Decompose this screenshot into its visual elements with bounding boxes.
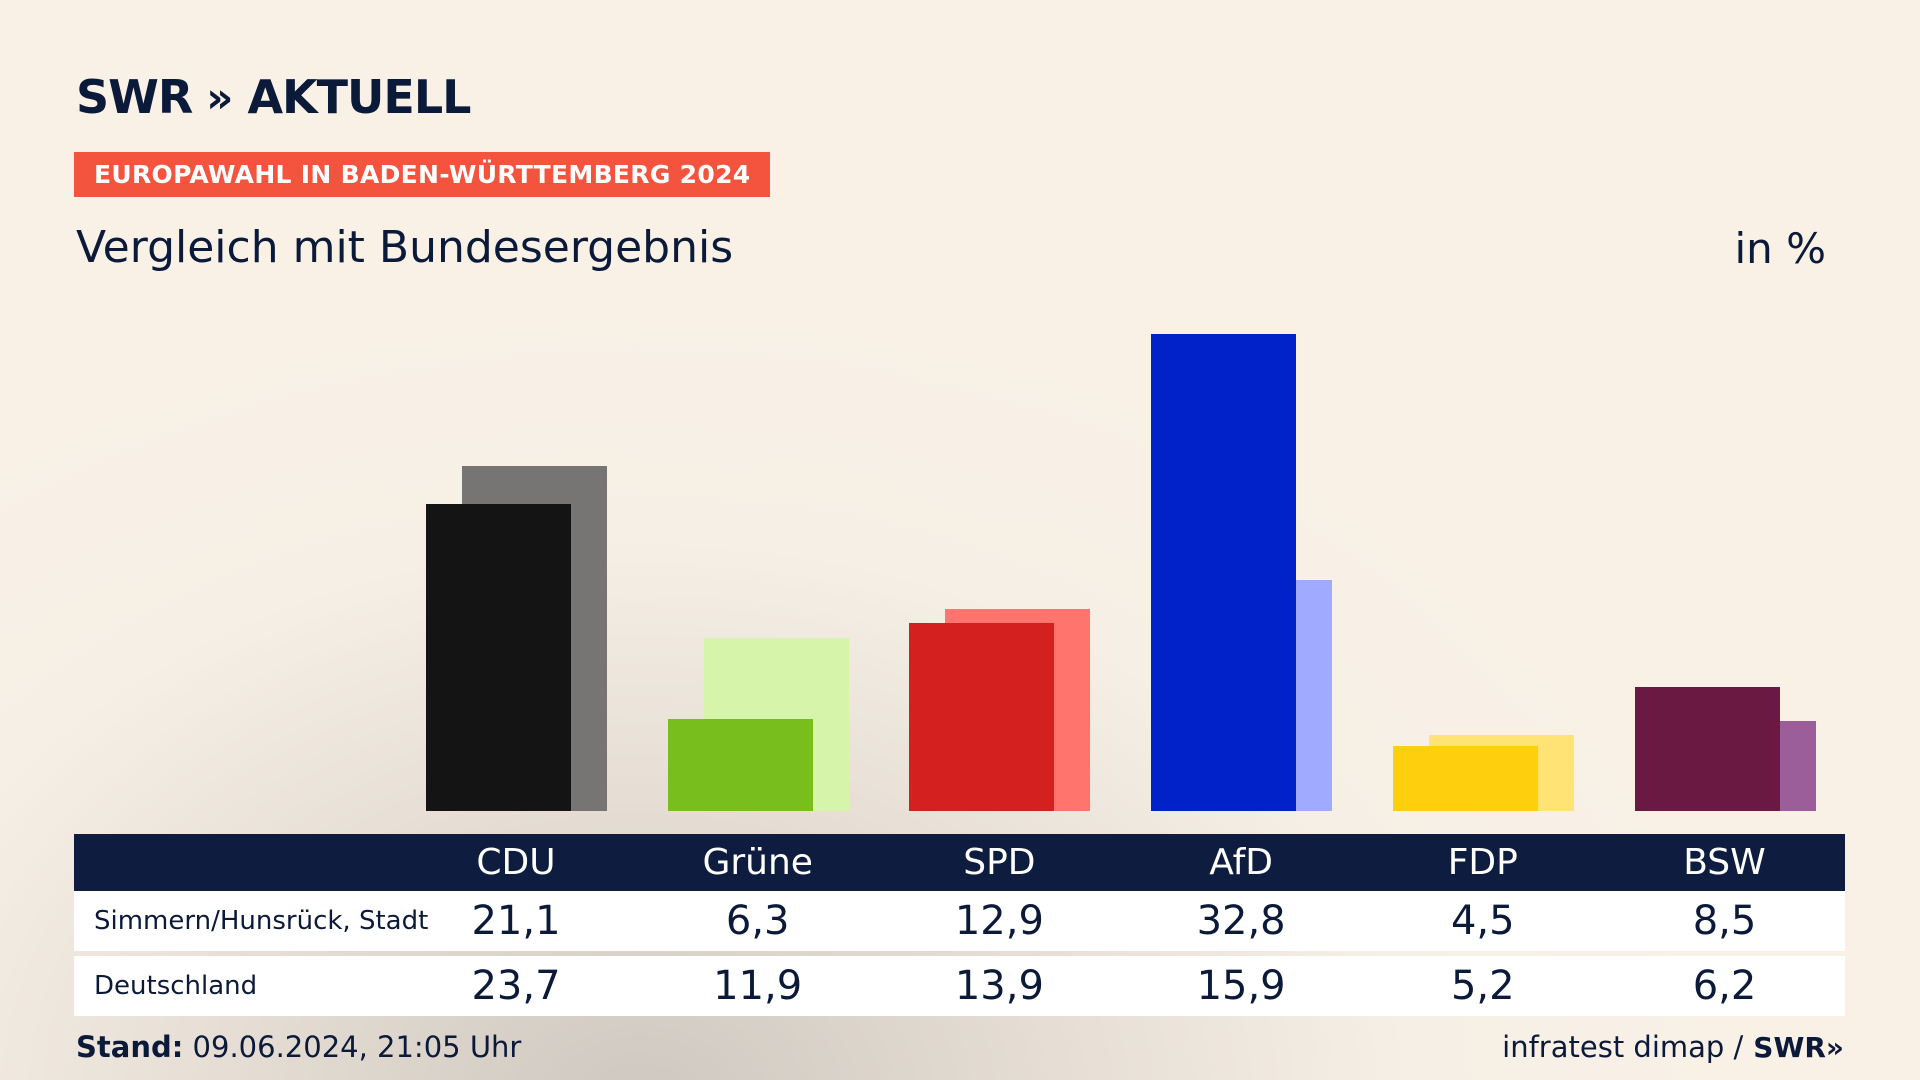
value-deutschland-cdu: 23,7 xyxy=(471,963,561,1009)
stand-label: Stand: xyxy=(76,1030,184,1064)
value-deutschland-bsw: 6,2 xyxy=(1692,963,1757,1009)
value-simmern-grüne: 6,3 xyxy=(725,898,790,944)
value-simmern-fdp: 4,5 xyxy=(1450,898,1515,944)
source-credit: infratest dimap / SWR» xyxy=(1502,1030,1844,1064)
timestamp: Stand: 09.06.2024, 21:05 Uhr xyxy=(76,1030,521,1064)
party-header-fdp: FDP xyxy=(1447,842,1518,883)
bar-simmern-grüne xyxy=(667,719,813,811)
bar-simmern-afd xyxy=(1151,333,1297,811)
value-deutschland-afd: 15,9 xyxy=(1196,963,1286,1009)
election-badge: EUROPAWAHL IN BADEN-WÜRTTEMBERG 2024 xyxy=(74,152,771,197)
table-header: CDU Grüne SPD AfD FDP BSW xyxy=(74,834,1845,891)
stand-value: 09.06.2024, 21:05 Uhr xyxy=(192,1030,522,1064)
swr-aktuell-logo: SWR» AKTUELL xyxy=(76,70,471,124)
source-text: infratest dimap / xyxy=(1502,1030,1744,1064)
bar-chart xyxy=(426,333,1816,811)
party-header-cdu: CDU xyxy=(476,842,556,883)
value-simmern-bsw: 8,5 xyxy=(1692,898,1757,944)
party-header-spd: SPD xyxy=(963,842,1036,883)
swr-mini-logo: SWR» xyxy=(1753,1030,1844,1064)
row-label-simmern: Simmern/Hunsrück, Stadt xyxy=(94,906,429,936)
value-simmern-afd: 32,8 xyxy=(1196,898,1286,944)
value-simmern-spd: 12,9 xyxy=(954,898,1044,944)
bar-simmern-bsw xyxy=(1634,687,1780,811)
value-simmern-cdu: 21,1 xyxy=(471,898,561,944)
value-deutschland-spd: 13,9 xyxy=(954,963,1044,1009)
table-row: Simmern/Hunsrück, Stadt 21,1 6,3 12,9 32,8 4… xyxy=(74,891,1845,951)
table-row: Deutschland 23,7 11,9 13,9 15,9 5,2 6,2 xyxy=(74,956,1845,1016)
party-header-afd: AfD xyxy=(1209,842,1273,883)
party-header-grüne: Grüne xyxy=(702,842,813,883)
logo-swr: SWR xyxy=(76,70,193,124)
results-table: CDU Grüne SPD AfD FDP BSW Simmern/Hunsrück, S… xyxy=(74,834,1845,1016)
chart-subtitle: Vergleich mit Bundesergebnis xyxy=(76,222,734,273)
logo-aktuell: AKTUELL xyxy=(247,70,471,124)
row-label-deutschland: Deutschland xyxy=(94,971,258,1001)
bar-simmern-spd xyxy=(909,623,1055,811)
value-deutschland-fdp: 5,2 xyxy=(1450,963,1515,1009)
bar-simmern-cdu xyxy=(426,503,571,811)
bar-simmern-fdp xyxy=(1392,745,1538,811)
unit-label: in % xyxy=(1734,224,1826,273)
party-header-bsw: BSW xyxy=(1683,842,1766,883)
value-deutschland-grüne: 11,9 xyxy=(713,963,803,1009)
